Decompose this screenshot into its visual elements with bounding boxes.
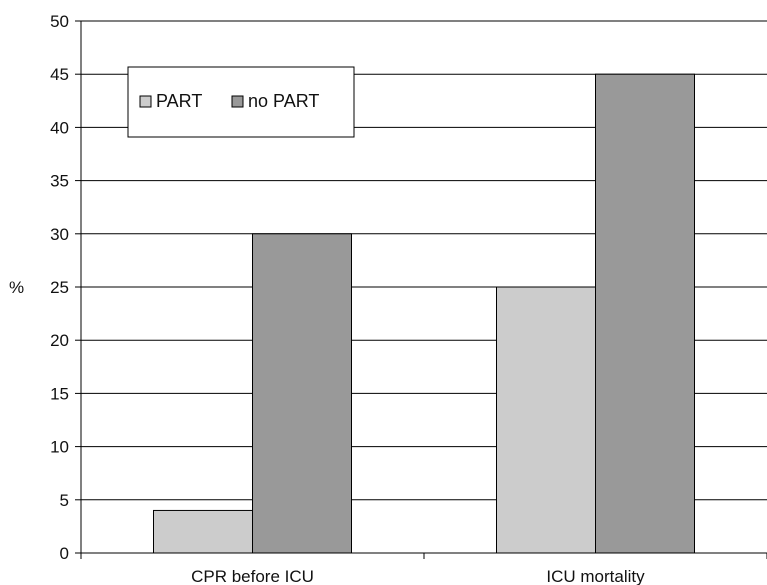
category-labels: CPR before ICU ICU mortality (191, 567, 645, 585)
axes (80, 21, 767, 559)
y-tick-label: 5 (60, 491, 69, 510)
y-tick-label: 25 (50, 278, 69, 297)
bar-part-1 (496, 286, 596, 554)
bar-no-part-0 (252, 233, 352, 554)
bar-no-part-1 (595, 73, 695, 554)
category-label: CPR before ICU (191, 567, 314, 585)
bar-part-0 (153, 509, 253, 554)
legend-swatch (231, 95, 244, 108)
y-tick-label: 35 (50, 172, 69, 191)
y-tick-label: 45 (50, 65, 69, 84)
y-tick-label: 15 (50, 384, 69, 403)
y-tick-label: 50 (50, 12, 69, 31)
y-tick-labels: 0 5 10 15 20 25 30 35 40 45 50 (50, 12, 69, 563)
legend-label: PART (156, 91, 202, 111)
legend: PART no PART (127, 66, 355, 138)
legend-swatch (139, 95, 152, 108)
category-label: ICU mortality (546, 567, 645, 585)
legend-label: no PART (248, 91, 319, 111)
y-tick-label: 10 (50, 438, 69, 457)
bars (153, 73, 695, 554)
y-tick-label: 20 (50, 331, 69, 350)
y-tick-label: 0 (60, 544, 69, 563)
y-axis-label: % (9, 278, 24, 297)
y-tick-label: 30 (50, 225, 69, 244)
y-tick-label: 40 (50, 118, 69, 137)
